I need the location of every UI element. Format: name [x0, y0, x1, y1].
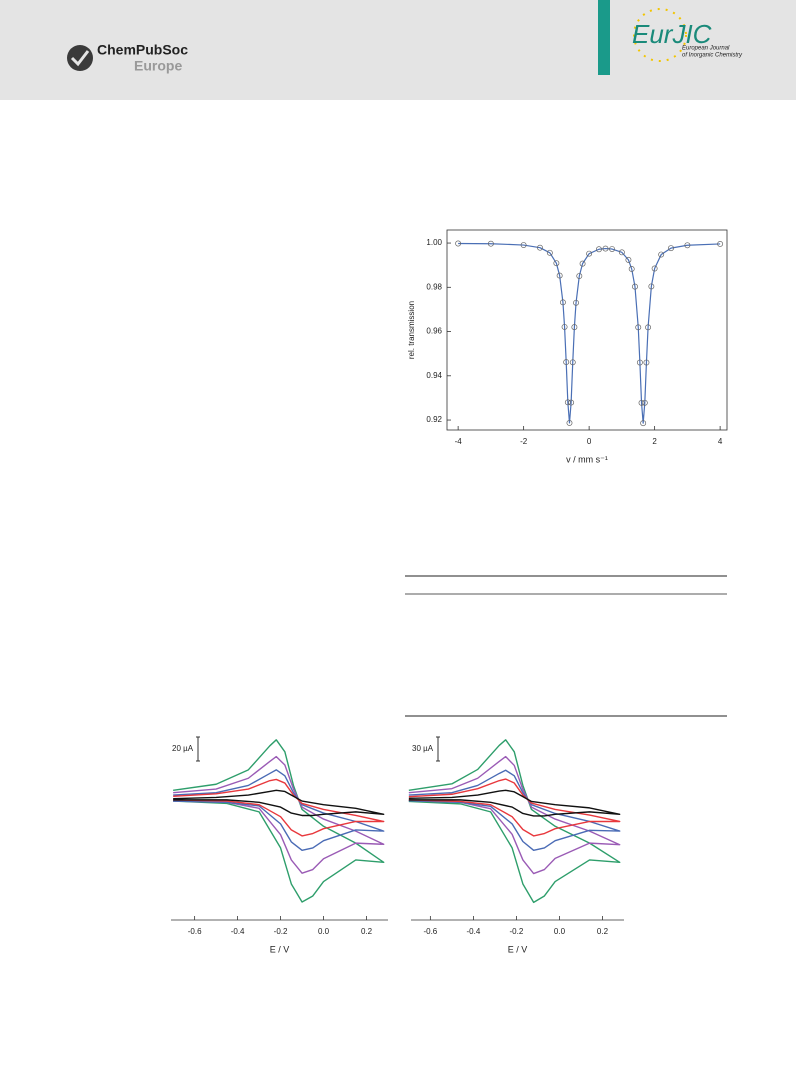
series-line: [173, 789, 385, 817]
x-tick-label: -0.4: [231, 927, 245, 936]
x-tick-label: -4: [455, 437, 463, 446]
x-tick-label: -0.2: [510, 927, 524, 936]
data-point: [618, 249, 625, 256]
publisher-name: ChemPubSoc: [97, 42, 188, 58]
x-tick-label: 0.0: [554, 927, 566, 936]
series-line: [173, 755, 385, 874]
data-point: [455, 240, 462, 247]
data-point: [566, 419, 573, 426]
logo-icon: [67, 45, 93, 71]
data-point: [487, 240, 494, 247]
x-tick-label: -0.6: [188, 927, 202, 936]
series-line: [408, 739, 621, 904]
x-tick-label: -0.6: [423, 927, 437, 936]
data-point: [648, 283, 655, 290]
data-point: [561, 323, 568, 330]
data-point: [628, 265, 635, 272]
x-tick-label: 4: [718, 437, 723, 446]
data-point: [576, 273, 583, 279]
y-tick-label: 0.96: [426, 327, 442, 336]
data-point: [717, 240, 724, 247]
data-point: [559, 299, 566, 306]
series-line: [458, 242, 721, 424]
x-axis-label: v / mm s⁻¹: [566, 454, 608, 464]
data-point: [632, 283, 638, 290]
data-point: [645, 324, 652, 331]
y-tick-label: 0.98: [426, 282, 442, 291]
journal-full: European Journal: [682, 46, 730, 52]
data-point: [579, 260, 586, 267]
data-point: [636, 359, 643, 366]
data-point: [658, 251, 665, 258]
data-point: [563, 359, 570, 366]
series-line: [408, 769, 621, 852]
series-line: [408, 778, 621, 837]
y-tick-label: 0.92: [426, 415, 442, 424]
table-rules: [405, 575, 727, 717]
x-tick-label: 0.2: [597, 927, 609, 936]
data-point: [640, 420, 647, 427]
data-point: [668, 245, 674, 252]
publisher-region: Europe: [134, 58, 182, 74]
chart: -0.6 -0.4 -0.2 0.0 0.2 E / V 20 µA: [171, 736, 388, 954]
x-tick-label: -0.4: [466, 927, 480, 936]
y-tick-label: 1.00: [426, 238, 442, 247]
journal-logo: EurJIC European Journal of Inorganic Che…: [632, 8, 743, 62]
scale-bar: [196, 736, 200, 762]
data-point: [651, 265, 658, 272]
data-point: [625, 256, 632, 263]
data-point: [564, 399, 571, 406]
x-tick-label: -2: [520, 437, 528, 446]
scale-bar-label: 30 µA: [412, 744, 434, 753]
data-point: [596, 246, 602, 253]
data-point: [546, 249, 553, 256]
x-tick-label: 0.2: [361, 927, 373, 936]
data-point: [571, 324, 578, 331]
journal-name: EurJIC: [632, 19, 712, 49]
data-point: [641, 399, 648, 406]
chart: -4 -2 0 2 4 v / mm s⁻¹ 0.92 0.94 0.96 0.98 1.00 rel…: [407, 229, 728, 464]
journal-full: of Inorganic Chemistry: [682, 53, 743, 59]
data-point: [556, 272, 563, 279]
logo-check: [70, 50, 90, 67]
data-point: [609, 246, 616, 252]
y-axis-label: rel. transmission: [407, 301, 416, 359]
x-tick-label: 2: [652, 437, 657, 446]
x-axis-label: E / V: [508, 944, 528, 954]
data-point: [684, 242, 691, 249]
data-point: [568, 399, 575, 406]
data-point: [573, 299, 579, 306]
data-point: [643, 359, 650, 366]
journal-bar: [598, 0, 610, 75]
series-line: [173, 778, 385, 837]
scale-bar-label: 20 µA: [172, 744, 194, 753]
header-band: [0, 0, 796, 100]
series-line: [408, 789, 621, 817]
chart: -0.6 -0.4 -0.2 0.0 0.2 E / V 30 µA: [408, 736, 624, 954]
data-point: [638, 399, 645, 406]
series-line: [173, 739, 385, 903]
data-point: [635, 324, 642, 331]
data-point: [602, 245, 609, 252]
plot-frame: [446, 229, 728, 431]
data-point: [569, 359, 576, 366]
scale-bar: [436, 736, 440, 762]
data-point: [520, 242, 527, 248]
publisher-logo: ChemPubSoc Europe: [67, 42, 188, 74]
x-axis-label: E / V: [270, 944, 290, 954]
data-point: [586, 250, 593, 257]
x-tick-label: 0.0: [318, 927, 330, 936]
stars-ring: [633, 8, 687, 62]
x-tick-label: -0.2: [274, 927, 288, 936]
series-line: [173, 769, 385, 852]
series-line: [408, 755, 621, 875]
data-point: [537, 244, 543, 251]
data-point: [553, 260, 560, 267]
y-tick-label: 0.94: [426, 371, 442, 380]
x-tick-label: 0: [587, 437, 592, 446]
